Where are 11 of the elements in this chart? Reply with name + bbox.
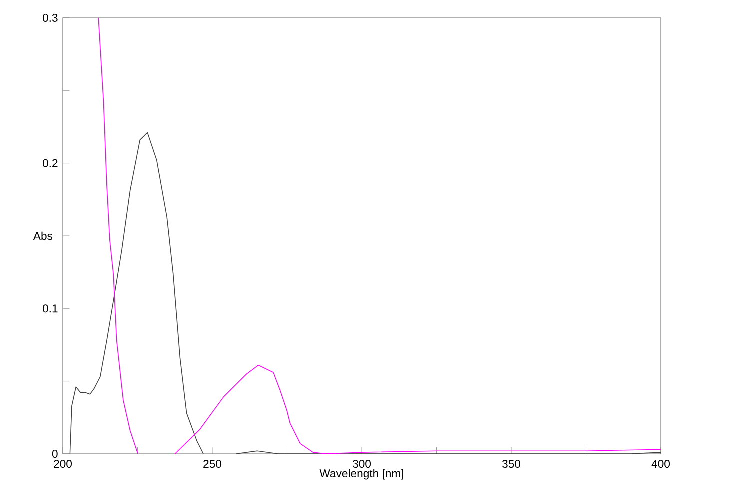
- y-tick-label: 0.1: [42, 304, 58, 313]
- x-axis-title: Wavelength [nm]: [320, 469, 404, 480]
- y-tick-label: 0.3: [42, 14, 58, 22]
- y-tick-label: 0.2: [42, 159, 58, 168]
- y-tick-label: 0: [52, 450, 58, 458]
- x-tick-label: 250: [204, 460, 222, 468]
- x-tick-label: 300: [352, 460, 372, 468]
- x-tick-label: 400: [652, 460, 670, 468]
- x-tick-label: 200: [54, 460, 72, 468]
- y-axis-title: Abs: [33, 232, 53, 240]
- x-tick-label: 350: [502, 460, 521, 468]
